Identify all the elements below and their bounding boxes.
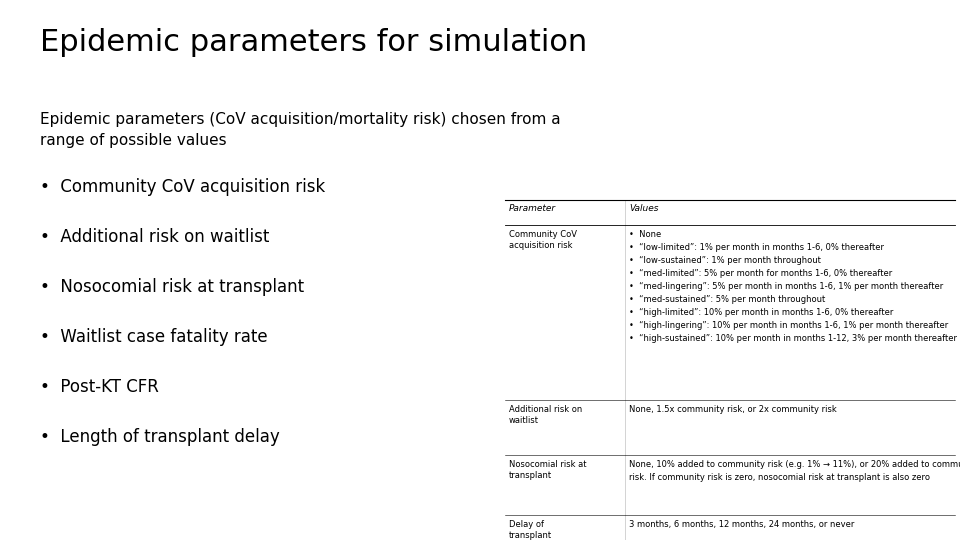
Text: •  None: • None <box>629 230 661 239</box>
Text: 3 months, 6 months, 12 months, 24 months, or never: 3 months, 6 months, 12 months, 24 months… <box>629 520 854 529</box>
Text: •  “med-lingering”: 5% per month in months 1-6, 1% per month thereafter: • “med-lingering”: 5% per month in month… <box>629 282 944 291</box>
Text: Additional risk on
waitlist: Additional risk on waitlist <box>509 405 583 425</box>
Text: Community CoV
acquisition risk: Community CoV acquisition risk <box>509 230 577 250</box>
Text: •  “high-sustained”: 10% per month in months 1-12, 3% per month thereafter: • “high-sustained”: 10% per month in mon… <box>629 334 957 343</box>
Text: •  “med-limited”: 5% per month for months 1-6, 0% thereafter: • “med-limited”: 5% per month for months… <box>629 269 892 278</box>
Text: •  Post-KT CFR: • Post-KT CFR <box>40 378 158 396</box>
Text: •  “low-sustained”: 1% per month throughout: • “low-sustained”: 1% per month througho… <box>629 256 821 265</box>
Text: •  Nosocomial risk at transplant: • Nosocomial risk at transplant <box>40 278 304 296</box>
Text: •  “high-lingering”: 10% per month in months 1-6, 1% per month thereafter: • “high-lingering”: 10% per month in mon… <box>629 321 948 330</box>
Text: •  “high-limited”: 10% per month in months 1-6, 0% thereafter: • “high-limited”: 10% per month in month… <box>629 308 894 317</box>
Text: None, 1.5x community risk, or 2x community risk: None, 1.5x community risk, or 2x communi… <box>629 405 837 414</box>
Text: •  Waitlist case fatality rate: • Waitlist case fatality rate <box>40 328 268 346</box>
Text: Parameter: Parameter <box>509 204 556 213</box>
Text: Epidemic parameters for simulation: Epidemic parameters for simulation <box>40 28 588 57</box>
Text: Delay of
transplant: Delay of transplant <box>509 520 552 540</box>
Text: •  Length of transplant delay: • Length of transplant delay <box>40 428 279 446</box>
Text: •  Community CoV acquisition risk: • Community CoV acquisition risk <box>40 178 325 196</box>
Text: •  Additional risk on waitlist: • Additional risk on waitlist <box>40 228 270 246</box>
Text: risk. If community risk is zero, nosocomial risk at transplant is also zero: risk. If community risk is zero, nosocom… <box>629 473 930 482</box>
Text: •  “low-limited”: 1% per month in months 1-6, 0% thereafter: • “low-limited”: 1% per month in months … <box>629 243 884 252</box>
Text: Epidemic parameters (CoV acquisition/mortality risk) chosen from a
range of poss: Epidemic parameters (CoV acquisition/mor… <box>40 112 561 148</box>
Text: •  “med-sustained”: 5% per month throughout: • “med-sustained”: 5% per month througho… <box>629 295 826 304</box>
Text: Values: Values <box>629 204 659 213</box>
Text: Nosocomial risk at
transplant: Nosocomial risk at transplant <box>509 460 587 480</box>
Text: None, 10% added to community risk (e.g. 1% → 11%), or 20% added to community: None, 10% added to community risk (e.g. … <box>629 460 960 469</box>
